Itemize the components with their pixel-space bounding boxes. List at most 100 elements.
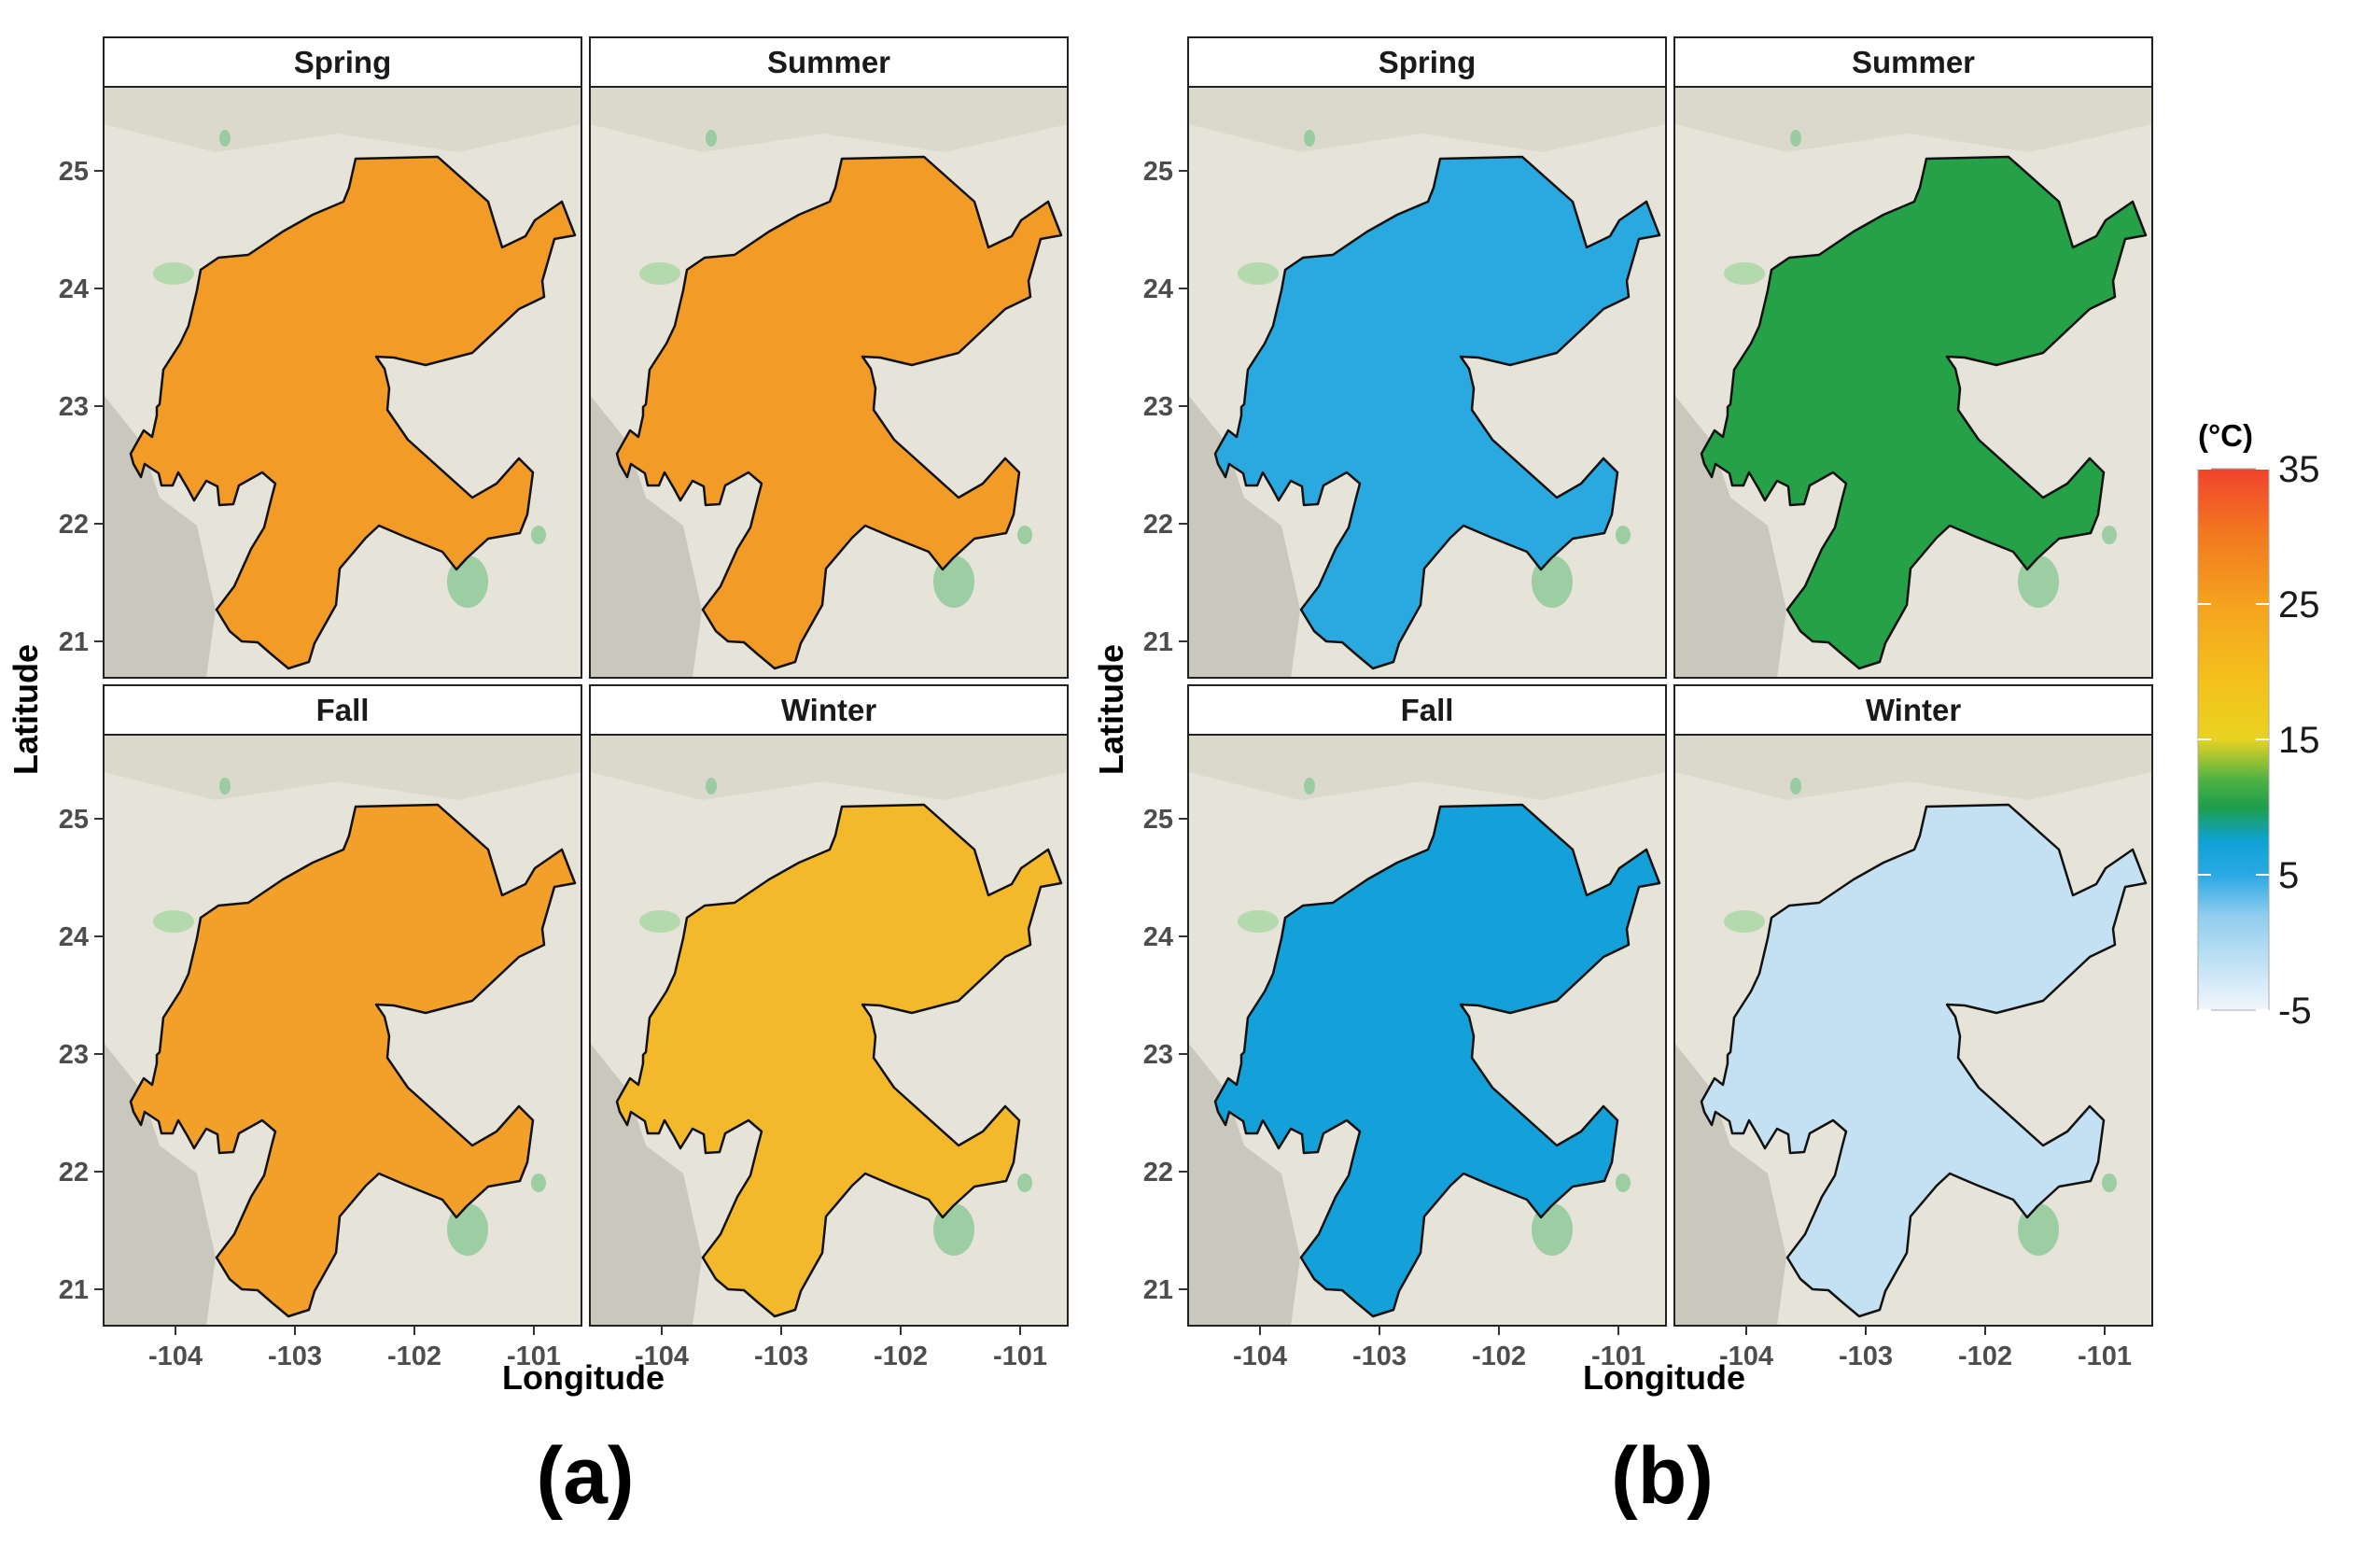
panel-border: [103, 86, 582, 679]
park-area: [531, 526, 546, 544]
relief-shading: [1188, 395, 1300, 678]
park-area: [1304, 778, 1315, 794]
map-panel: Spring 25 24 23 22 21: [59, 36, 582, 679]
y-tick-label: 23: [1143, 1040, 1173, 1070]
y-tick-label: 23: [59, 392, 89, 422]
panel-title: Summer: [767, 45, 890, 79]
panel-title-strip: [1673, 36, 2153, 88]
map-panel: Fall -104 -103 -102 -101 25 24 23 22 21: [59, 684, 582, 1371]
park-area: [706, 778, 717, 794]
y-tick-label: 25: [59, 157, 89, 187]
x-tick-label: -101: [2078, 1342, 2132, 1371]
panel-title-strip: [1187, 684, 1667, 736]
park-area: [1017, 526, 1032, 544]
relief-shading: [1674, 1043, 1786, 1326]
x-tick-label: -102: [1958, 1342, 2012, 1371]
y-tick-label: 24: [59, 274, 89, 304]
colorbar-tick-label: 5: [2278, 855, 2299, 896]
park-area: [153, 262, 194, 285]
panel-border: [589, 86, 1069, 679]
x-tick-label: -103: [754, 1342, 808, 1371]
panel-border: [589, 734, 1069, 1327]
figure-letter-b: (b): [1611, 1431, 1714, 1521]
panel-title: Spring: [294, 45, 392, 79]
relief-shading: [104, 395, 216, 678]
y-tick-label: 24: [59, 922, 89, 952]
park-area: [531, 1174, 546, 1192]
colorbar-tick-label: 35: [2278, 449, 2320, 490]
y-tick-label: 25: [59, 805, 89, 835]
park-area: [706, 130, 717, 147]
park-area: [639, 910, 680, 933]
panel-title-strip: [589, 684, 1069, 736]
y-axis-label-a: Latitude: [7, 644, 45, 775]
x-tick-label: -103: [1839, 1342, 1893, 1371]
x-tick-label: -103: [268, 1342, 322, 1371]
park-area: [1238, 262, 1279, 285]
colorbar-tick-label: 15: [2278, 720, 2320, 761]
park-area: [1238, 910, 1279, 933]
map-panel: Fall -104 -103 -102 -101 25 24 23 22 21: [1143, 684, 1667, 1371]
y-tick-label: 24: [1143, 922, 1173, 952]
park-area: [219, 778, 231, 794]
x-tick-label: -102: [874, 1342, 928, 1371]
panel-title: Spring: [1379, 45, 1477, 79]
region-temperature-fill: [1700, 803, 2148, 1318]
x-tick-label: -104: [635, 1342, 689, 1371]
park-area: [1616, 1174, 1631, 1192]
park-area: [1790, 130, 1801, 147]
park-area: [2102, 526, 2117, 544]
y-axis-label-b: Latitude: [1092, 644, 1130, 775]
y-tick-label: 21: [59, 627, 89, 657]
map-panel: Winter -104 -103 -102 -101: [589, 684, 1069, 1371]
park-area: [1724, 910, 1765, 933]
colorbar-title: (°C): [2198, 418, 2253, 453]
x-tick-label: -104: [148, 1342, 203, 1371]
region-temperature-fill: [1700, 155, 2148, 670]
x-tick-label: -101: [1591, 1342, 1645, 1371]
panel-border: [1673, 86, 2153, 679]
colorbar-tick-label: 25: [2278, 584, 2320, 625]
x-tick-label: -102: [387, 1342, 441, 1371]
map-panel: Summer: [589, 36, 1069, 679]
panel-border: [1673, 734, 2153, 1327]
x-tick-label: -104: [1719, 1342, 1773, 1371]
region-temperature-fill: [129, 803, 577, 1318]
panel-border: [103, 734, 582, 1327]
relief-shading: [1188, 1043, 1300, 1326]
park-area: [1017, 1174, 1032, 1192]
panel-title-strip: [103, 36, 582, 88]
panel-border: [1187, 86, 1667, 679]
panel-title: Fall: [316, 693, 370, 727]
map-panel: Spring 25 24 23 22 21: [1143, 36, 1667, 679]
map-panel: Summer: [1673, 36, 2153, 679]
y-tick-label: 21: [1143, 627, 1173, 657]
y-tick-label: 21: [59, 1275, 89, 1305]
panel-border: [1187, 734, 1667, 1327]
x-axis-label-b: Longitude: [1583, 1358, 1745, 1397]
y-tick-label: 23: [1143, 392, 1173, 422]
y-tick-label: 22: [1143, 1158, 1173, 1188]
y-tick-label: 24: [1143, 274, 1173, 304]
region-temperature-fill: [615, 803, 1063, 1318]
y-tick-label: 25: [1143, 157, 1173, 187]
panel-title-strip: [589, 36, 1069, 88]
relief-shading: [104, 1043, 216, 1326]
map-panels: Spring 25 24 23 22 21 Summer Fall -104 -103 -102 -1…: [59, 36, 2153, 1371]
colorbar: (°C) 35 25 15 5 -5: [2197, 418, 2320, 1032]
figure-letter-a: (a): [536, 1431, 634, 1521]
map-panel: Winter -104 -103 -102 -101: [1673, 684, 2153, 1371]
region-temperature-fill: [615, 155, 1063, 670]
region-temperature-fill: [1213, 155, 1661, 670]
park-area: [219, 130, 231, 147]
park-area: [1724, 262, 1765, 285]
x-tick-label: -101: [993, 1342, 1047, 1371]
x-tick-label: -101: [507, 1342, 561, 1371]
y-tick-label: 22: [59, 1158, 89, 1188]
panel-title: Fall: [1401, 693, 1454, 727]
colorbar-tick-label: -5: [2278, 991, 2312, 1032]
panel-title: Winter: [781, 693, 877, 727]
panel-title: Summer: [1852, 45, 1975, 79]
x-tick-label: -104: [1233, 1342, 1287, 1371]
